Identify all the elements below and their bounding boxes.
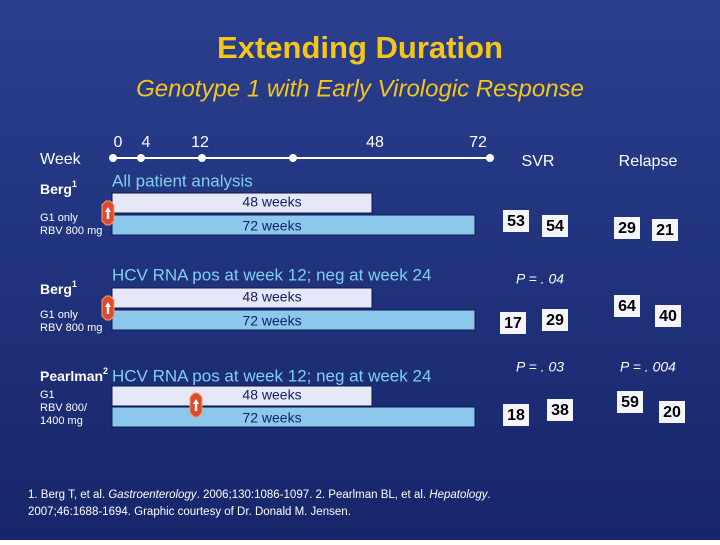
value-box: [542, 215, 568, 237]
value-box: [659, 401, 685, 423]
footnote-part: . 2006;130:1086-1097. 2. Pearlman BL, et…: [197, 489, 430, 501]
value-label: 17: [504, 315, 522, 332]
value-box: [617, 391, 643, 413]
arm-label: 72 weeks: [242, 410, 301, 426]
study-name: Berg1: [40, 179, 77, 196]
bar-72-weeks: [111, 406, 476, 428]
bar-72-weeks: [111, 214, 476, 236]
study-name: Pearlman2: [40, 366, 108, 383]
value-box: [547, 399, 573, 421]
arm-label: 72 weeks: [242, 218, 301, 234]
value-box: [503, 210, 529, 232]
week-label: Week: [40, 151, 82, 168]
arm-label: 48 weeks: [242, 194, 301, 210]
p-value: P = . 03: [516, 359, 564, 375]
value-label: 29: [546, 312, 564, 329]
value-box: [542, 309, 568, 331]
footnote-part: .: [487, 489, 490, 501]
study-ref: 2: [103, 366, 108, 376]
footnote-part: 2007;46:1688-1694. Graphic courtesy of D…: [28, 506, 351, 518]
week-tick: 72: [469, 134, 487, 151]
study-detail: RBV 800 mg: [40, 322, 102, 334]
value-label: 53: [507, 213, 525, 230]
value-label: 59: [621, 394, 639, 411]
study-detail: G1 only: [40, 212, 78, 224]
study-name: Berg1: [40, 279, 77, 296]
column-header: Relapse: [619, 153, 678, 170]
footnote-part: 1. Berg T, et al.: [28, 489, 108, 501]
week-tick: 12: [191, 134, 209, 151]
study-detail: 1400 mg: [40, 415, 83, 427]
week-tick: 0: [114, 134, 123, 151]
study-ref: 1: [72, 179, 77, 189]
study-detail: G1: [40, 389, 55, 401]
value-label: 21: [656, 222, 674, 239]
marker-arrow: [105, 302, 111, 314]
value-label: 64: [618, 298, 636, 315]
week-dot: [289, 154, 297, 162]
arm-label: 72 weeks: [242, 313, 301, 329]
study-detail: G1 only: [40, 309, 78, 321]
value-box: [503, 404, 529, 426]
analysis-heading: HCV RNA pos at week 12; neg at week 24: [112, 366, 431, 385]
value-box: [614, 217, 640, 239]
value-label: 40: [659, 308, 677, 325]
week-dot: [137, 154, 145, 162]
week-tick: 4: [142, 134, 151, 151]
study-ref: 1: [72, 279, 77, 289]
value-label: 54: [546, 218, 564, 235]
column-header: SVR: [522, 153, 555, 170]
marker-arrow: [193, 399, 199, 411]
week-dot: [198, 154, 206, 162]
study-name-text: Berg: [40, 181, 72, 197]
footnote-part: Gastroenterology: [108, 489, 197, 501]
marker-arrow: [105, 207, 111, 219]
study-name-text: Pearlman: [40, 368, 103, 384]
week-dot: [109, 154, 117, 162]
value-label: 18: [507, 407, 525, 424]
footnote-part: Hepatology: [429, 489, 488, 501]
arm-label: 48 weeks: [242, 289, 301, 305]
subtitle: Genotype 1 with Early Virologic Response: [136, 75, 584, 102]
value-label: 38: [551, 402, 569, 419]
value-label: 29: [618, 220, 636, 237]
value-box: [614, 295, 640, 317]
value-label: 20: [663, 404, 681, 421]
value-box: [655, 305, 681, 327]
bar-48-weeks: [111, 385, 373, 407]
title: Extending Duration: [217, 30, 503, 65]
value-box: [500, 312, 526, 334]
week-tick: 48: [366, 134, 384, 151]
analysis-heading: All patient analysis: [112, 171, 253, 190]
week-dot: [486, 154, 494, 162]
value-box: [652, 219, 678, 241]
p-value: P = . 004: [620, 359, 676, 375]
bar-72-weeks: [111, 309, 476, 331]
arm-label: 48 weeks: [242, 387, 301, 403]
study-name-text: Berg: [40, 281, 72, 297]
analysis-heading: HCV RNA pos at week 12; neg at week 24: [112, 265, 431, 284]
study-detail: RBV 800 mg: [40, 225, 102, 237]
footnote: 1. Berg T, et al. Gastroenterology. 2006…: [28, 489, 491, 501]
study-detail: RBV 800/: [40, 402, 88, 414]
footnote: 2007;46:1688-1694. Graphic courtesy of D…: [28, 506, 351, 518]
p-value: P = . 04: [516, 271, 564, 287]
